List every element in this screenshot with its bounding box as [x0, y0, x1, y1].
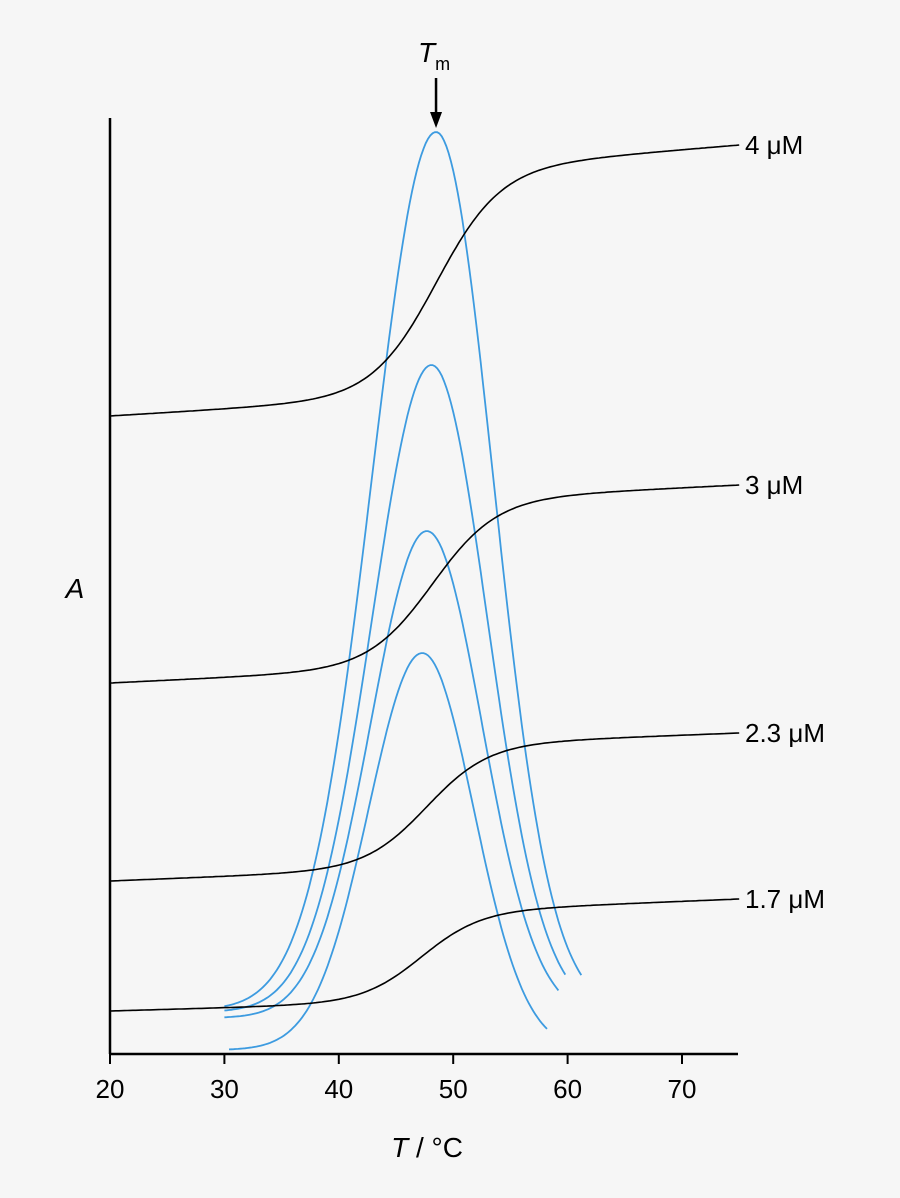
- x-tick-label-20: 20: [96, 1074, 125, 1104]
- tm-label-subscript: m: [435, 54, 450, 74]
- x-axis-ticks: 20 30 40 50 60 70: [96, 1054, 697, 1104]
- x-tick-label-70: 70: [668, 1074, 697, 1104]
- derivative-curve-3: [224, 530, 560, 1019]
- derivative-curve-2: [224, 364, 567, 1012]
- tm-label: Tm: [418, 37, 450, 74]
- absorbance-curve-4: [109, 898, 740, 1012]
- x-axis-unit: / °C: [408, 1132, 463, 1163]
- absorbance-curve-2: [109, 484, 740, 684]
- derivative-curves: [224, 131, 583, 1051]
- y-axis-label: A: [64, 573, 85, 604]
- x-axis-variable: T: [391, 1132, 410, 1163]
- absorbance-curve-3: [109, 732, 740, 882]
- x-tick-label-50: 50: [439, 1074, 468, 1104]
- tm-marker: Tm: [418, 37, 450, 128]
- series-label-1: 4 μM: [745, 130, 803, 160]
- x-tick-label-60: 60: [553, 1074, 582, 1104]
- tm-label-main: T: [418, 37, 437, 68]
- absorbance-curves: [109, 144, 740, 1012]
- x-tick-label-30: 30: [210, 1074, 239, 1104]
- series-label-3: 2.3 μM: [745, 718, 825, 748]
- tm-arrow-head: [430, 112, 443, 128]
- x-tick-label-40: 40: [324, 1074, 353, 1104]
- derivative-curve-4: [228, 652, 548, 1051]
- series-label-4: 1.7 μM: [745, 884, 825, 914]
- series-label-2: 3 μM: [745, 470, 803, 500]
- absorbance-curve-1: [109, 144, 740, 417]
- x-axis-label: T / °C: [391, 1132, 463, 1163]
- derivative-curve-1: [224, 131, 583, 1008]
- series-labels: 4 μM 3 μM 2.3 μM 1.7 μM: [745, 130, 825, 914]
